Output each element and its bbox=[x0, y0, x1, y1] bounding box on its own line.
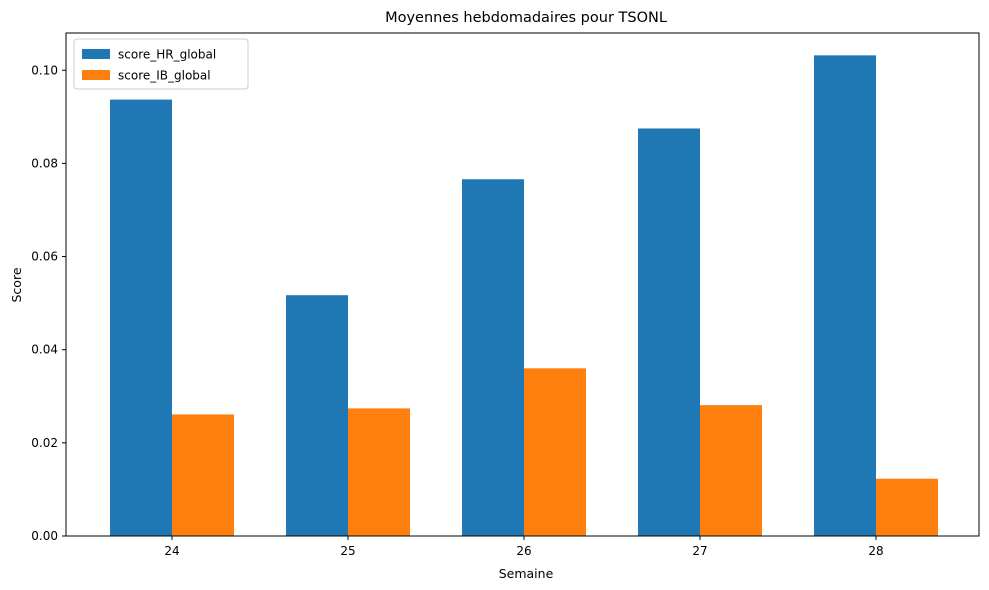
plot-frame bbox=[65, 32, 980, 537]
legend-box bbox=[73, 38, 249, 90]
bar-score_IB_global-24 bbox=[172, 414, 234, 536]
bar-score_IB_global-25 bbox=[348, 408, 410, 536]
legend-swatch-score_IB_global bbox=[82, 70, 110, 80]
y-tick-label: 0.02 bbox=[31, 436, 58, 450]
bar-score_IB_global-28 bbox=[876, 478, 938, 536]
legend-label-score_HR_global: score_HR_global bbox=[118, 48, 216, 62]
bar-score_HR_global-27 bbox=[638, 128, 700, 536]
bar-score_IB_global-26 bbox=[524, 368, 586, 536]
legend-label-score_IB_global: score_IB_global bbox=[118, 69, 211, 83]
legend-swatch-score_HR_global bbox=[82, 49, 110, 59]
y-tick-label: 0.04 bbox=[31, 343, 58, 357]
y-axis: 0.00 0.02 0.04 0.06 0.08 0.10 bbox=[31, 63, 66, 543]
x-tick-label: 27 bbox=[692, 544, 707, 558]
chart-title: Moyennes hebdomadaires pour TSONL bbox=[385, 10, 667, 26]
bar-score_HR_global-24 bbox=[110, 99, 172, 537]
y-axis-label: Score bbox=[9, 267, 24, 302]
legend: score_HR_global score_IB_global bbox=[73, 38, 249, 90]
x-tick-label: 26 bbox=[516, 544, 531, 558]
bar-score_HR_global-25 bbox=[286, 295, 348, 536]
bar-score_IB_global-27 bbox=[700, 405, 762, 536]
x-axis-label: Semaine bbox=[499, 566, 554, 581]
y-tick-label: 0.00 bbox=[31, 529, 58, 543]
bars-group bbox=[110, 55, 938, 537]
bar-score_HR_global-28 bbox=[814, 55, 876, 536]
y-tick-label: 0.08 bbox=[31, 156, 58, 170]
x-tick-label: 28 bbox=[868, 544, 883, 558]
x-axis: 24 25 26 27 28 bbox=[164, 536, 884, 558]
x-tick-label: 25 bbox=[340, 544, 355, 558]
y-tick-label: 0.06 bbox=[31, 250, 58, 264]
y-tick-label: 0.10 bbox=[31, 63, 58, 77]
x-tick-label: 24 bbox=[164, 544, 179, 558]
bar-score_HR_global-26 bbox=[462, 179, 524, 536]
